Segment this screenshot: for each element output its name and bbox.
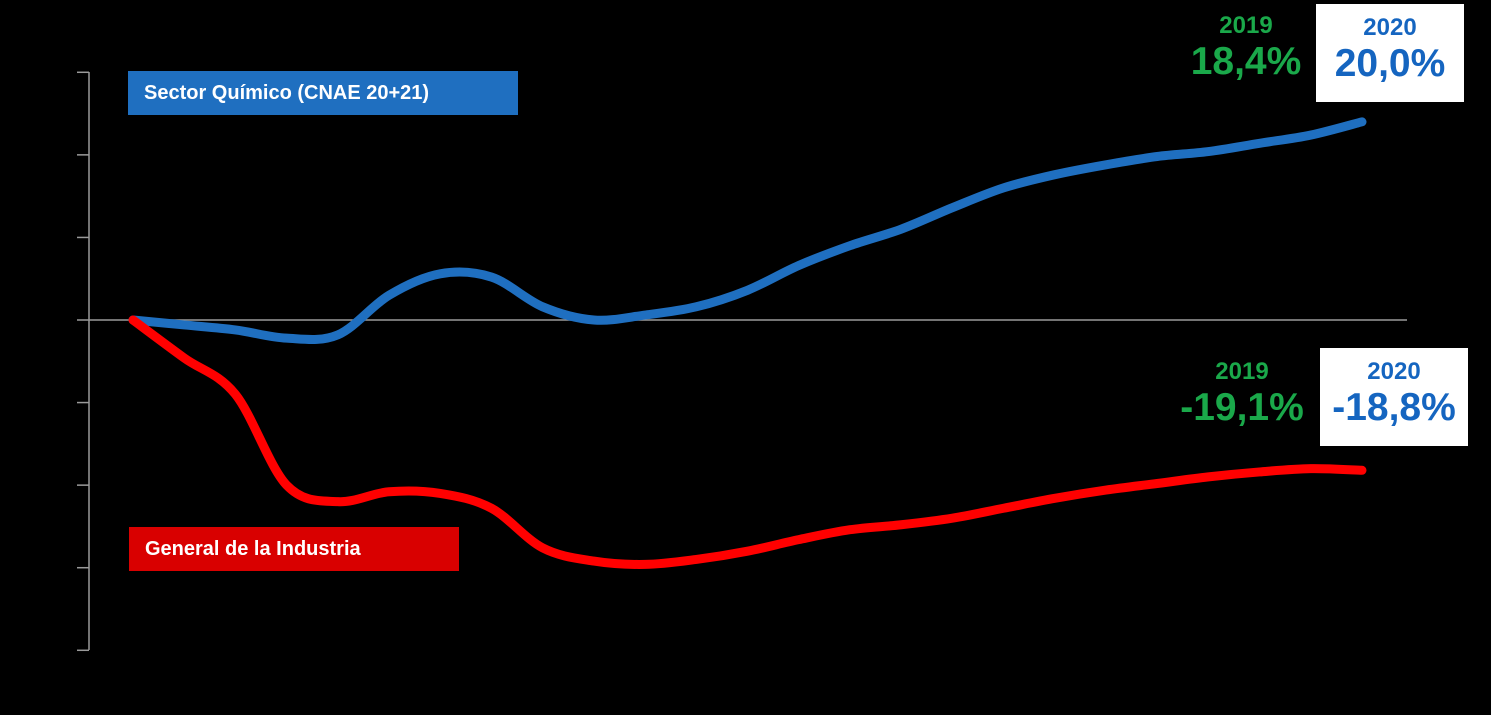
annotation-bottom-2020: 2020 -18,8% bbox=[1320, 348, 1468, 446]
series-line-sector-quimico bbox=[128, 117, 1367, 345]
annotation-value: 18,4% bbox=[1190, 40, 1302, 83]
annotation-top-2019: 2019 18,4% bbox=[1182, 12, 1310, 84]
legend-sector-quimico: Sector Químico (CNAE 20+21) bbox=[128, 71, 518, 115]
annotation-bottom-2019: 2019 -19,1% bbox=[1174, 358, 1310, 430]
annotation-value: -18,8% bbox=[1332, 386, 1456, 429]
series-line-general-industria bbox=[128, 315, 1367, 569]
annotation-value: -19,1% bbox=[1180, 386, 1304, 429]
legend-general-industria: General de la Industria bbox=[129, 527, 459, 571]
annotation-year: 2019 bbox=[1219, 12, 1273, 39]
annotation-year: 2020 bbox=[1363, 14, 1417, 41]
annotation-value: 20,0% bbox=[1334, 42, 1446, 85]
annotation-top-2020: 2020 20,0% bbox=[1316, 4, 1464, 102]
annotation-year: 2020 bbox=[1367, 358, 1421, 385]
annotation-year: 2019 bbox=[1215, 358, 1269, 385]
